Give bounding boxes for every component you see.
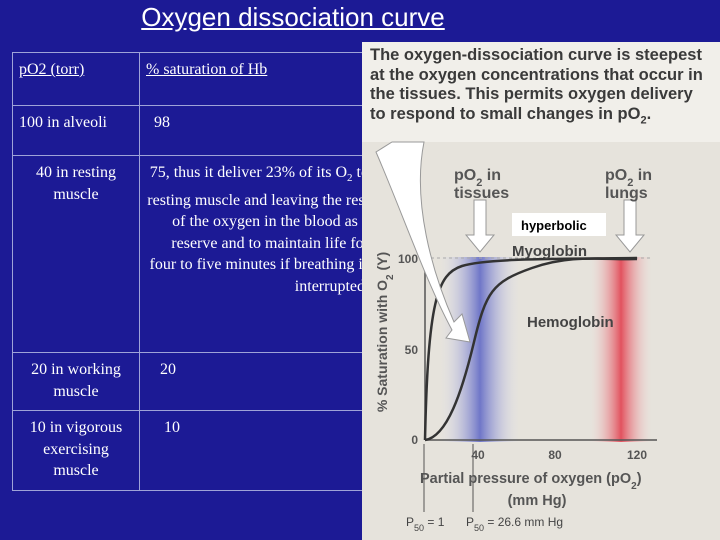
text-part: in — [633, 167, 652, 184]
x-tick-label: 120 — [627, 448, 647, 462]
header-cell: pO2 (torr) — [12, 52, 140, 106]
y-tick-label: 0 — [411, 433, 418, 447]
table-cell: 100 in alveoli — [12, 105, 140, 156]
lungs-label: pO2 in lungs — [605, 167, 656, 202]
text-part: 2 — [347, 172, 353, 185]
text-part: 2 — [476, 177, 482, 189]
hemoglobin-curve — [424, 257, 638, 442]
p50-hemoglobin: P50 = 26.6 mm Hg — [466, 515, 563, 533]
x-axis-unit: (mm Hg) — [508, 493, 567, 509]
text-part: 100 in alveoli — [19, 114, 107, 131]
text-part: pO — [605, 167, 627, 184]
caption-arrow — [375, 141, 471, 343]
table-cell: 40 in resting muscle — [12, 155, 140, 353]
text-part: ) — [637, 471, 642, 487]
text-part: P — [466, 515, 474, 529]
hemoglobin-label: Hemoglobin — [527, 314, 614, 331]
tissue-arrow — [464, 199, 496, 253]
slide-title: Oxygen dissociation curve — [141, 2, 445, 32]
table-cell: 20 in working muscle — [12, 352, 140, 411]
text-part: = 26.6 mm Hg — [484, 515, 563, 529]
text-part: (Y) — [374, 252, 390, 275]
text-part: 50 — [414, 523, 424, 533]
hyperbolic-box — [512, 213, 606, 236]
text-part: 2 — [627, 177, 633, 189]
table-cell: 20 — [139, 352, 376, 411]
text-part: pO2 (torr) — [19, 61, 85, 78]
text-part: 98 — [154, 114, 170, 131]
x-axis-label: Partial pressure of oxygen (pO2) — [420, 471, 642, 492]
text-part: Partial pressure of oxygen (pO — [420, 471, 631, 487]
y-axis-label: % Saturation with O2 (Y) — [374, 252, 396, 412]
text-part: 10 in vigorous exercising muscle — [29, 419, 123, 479]
text-part: The oxygen-dissociation curve is steepes… — [370, 46, 703, 123]
text-part: % Saturation with O — [374, 280, 390, 412]
text-part: to resting muscle and leaving the rest o… — [147, 164, 369, 295]
text-part: . — [646, 104, 652, 123]
text-part: 20 in working muscle — [31, 361, 121, 400]
figure: pO2 in tissues pO2 in lungs hyperbolic M… — [362, 42, 720, 540]
text-part: = 1 — [424, 515, 445, 529]
text-part: 50 — [474, 523, 484, 533]
y-tick-label: 50 — [405, 343, 419, 357]
table-cell: 10 in vigorous exercising muscle — [12, 410, 140, 491]
x-tick-label: 40 — [471, 448, 485, 462]
text-part: 10 — [164, 419, 180, 436]
caption-box — [362, 42, 720, 142]
text-part: lungs — [605, 185, 648, 202]
header-cell: % saturation of Hb — [139, 52, 376, 106]
y-tick-label: 100 — [398, 252, 418, 266]
table-cell: 75, thus it deliver 23% of its O2 to res… — [139, 155, 376, 353]
text-part: 40 in resting muscle — [36, 164, 116, 203]
hyperbolic-label: hyperbolic — [521, 218, 587, 233]
tissues-label: pO2 in tissues — [454, 167, 509, 202]
p50-myoglobin: P50 = 1 — [406, 515, 445, 533]
lung-arrow — [614, 199, 646, 253]
text-part: pO — [454, 167, 476, 184]
text-part: 75, thus it deliver 23% of its O — [149, 164, 348, 181]
myoglobin-label: Myoglobin — [512, 243, 587, 260]
table-cell: 10 — [139, 410, 376, 491]
text-part: % saturation of Hb — [146, 61, 268, 78]
figure-caption: The oxygen-dissociation curve is steepes… — [370, 46, 712, 130]
text-part: 2 — [640, 113, 647, 126]
x-tick-label: 80 — [548, 448, 562, 462]
text-part: P — [406, 515, 414, 529]
saturation-table: pO2 (torr) % saturation of Hb 100 in alve… — [12, 52, 376, 491]
tissue-band — [440, 257, 520, 442]
text-part: 20 — [160, 361, 176, 378]
table-cell: 98 — [139, 105, 376, 156]
lung-band — [590, 257, 652, 442]
text-part: tissues — [454, 185, 509, 202]
text-part: 2 — [385, 274, 396, 280]
text-part: in — [482, 167, 501, 184]
text-part: 2 — [631, 481, 637, 492]
